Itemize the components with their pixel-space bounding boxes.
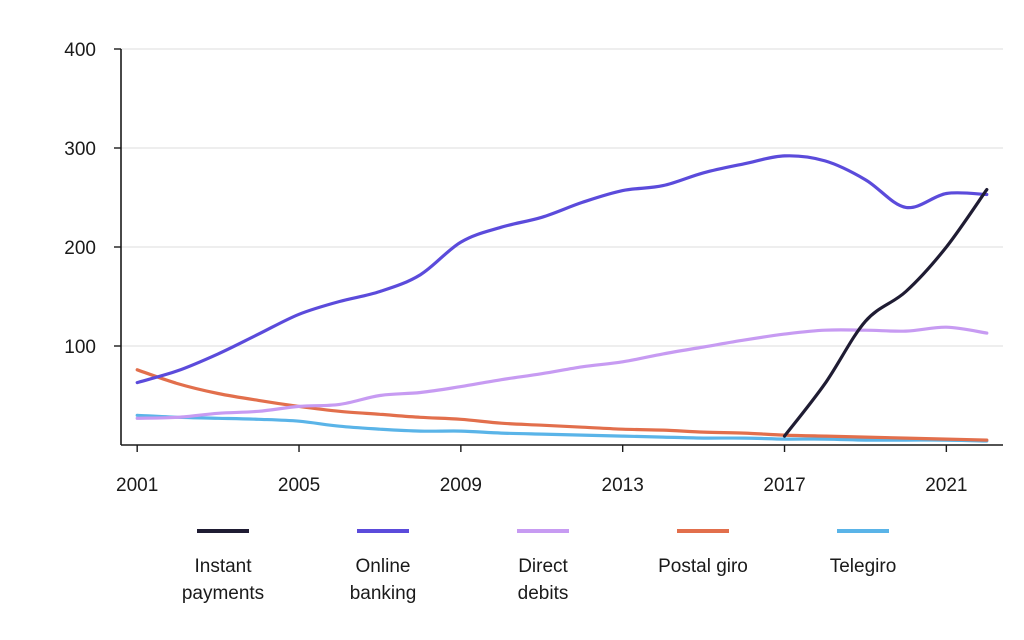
legend-label-instant-payments-line2: payments — [182, 583, 264, 604]
x-tick-label: 2009 — [440, 475, 482, 496]
x-tick-label: 2001 — [116, 475, 158, 496]
x-tick-label: 2005 — [278, 475, 320, 496]
x-tick-label: 2017 — [763, 475, 805, 496]
x-tick-label: 2021 — [925, 475, 967, 496]
legend-label-direct-debits: Direct — [518, 556, 568, 577]
x-tick-label: 2013 — [602, 475, 644, 496]
series-line-instant-payments — [782, 188, 989, 438]
legend-label-direct-debits-line2: debits — [518, 583, 569, 604]
series-lines — [135, 154, 989, 443]
y-tick-label: 400 — [64, 40, 96, 61]
y-tick-label: 300 — [64, 139, 96, 160]
series-line-telegiro — [135, 413, 989, 443]
legend-label-telegiro: Telegiro — [830, 556, 897, 577]
legend-label-online-banking: Online — [356, 556, 411, 577]
legend-label-instant-payments: Instant — [194, 556, 252, 577]
legend: Instant payments Online banking Direct debits… — [182, 529, 897, 604]
legend-label-online-banking-line2: banking — [350, 583, 417, 604]
y-ticks: 100 200 300 400 — [64, 40, 121, 358]
series-line-postal-giro — [135, 368, 989, 442]
series-line-online-banking — [135, 154, 989, 385]
series-line-direct-debits — [135, 325, 989, 420]
x-ticks: 2001 2005 2009 2013 2017 2021 — [116, 445, 967, 496]
legend-label-postal-giro: Postal giro — [658, 556, 748, 577]
y-tick-label: 100 — [64, 337, 96, 358]
gridlines — [121, 48, 1003, 347]
y-tick-label: 200 — [64, 238, 96, 259]
